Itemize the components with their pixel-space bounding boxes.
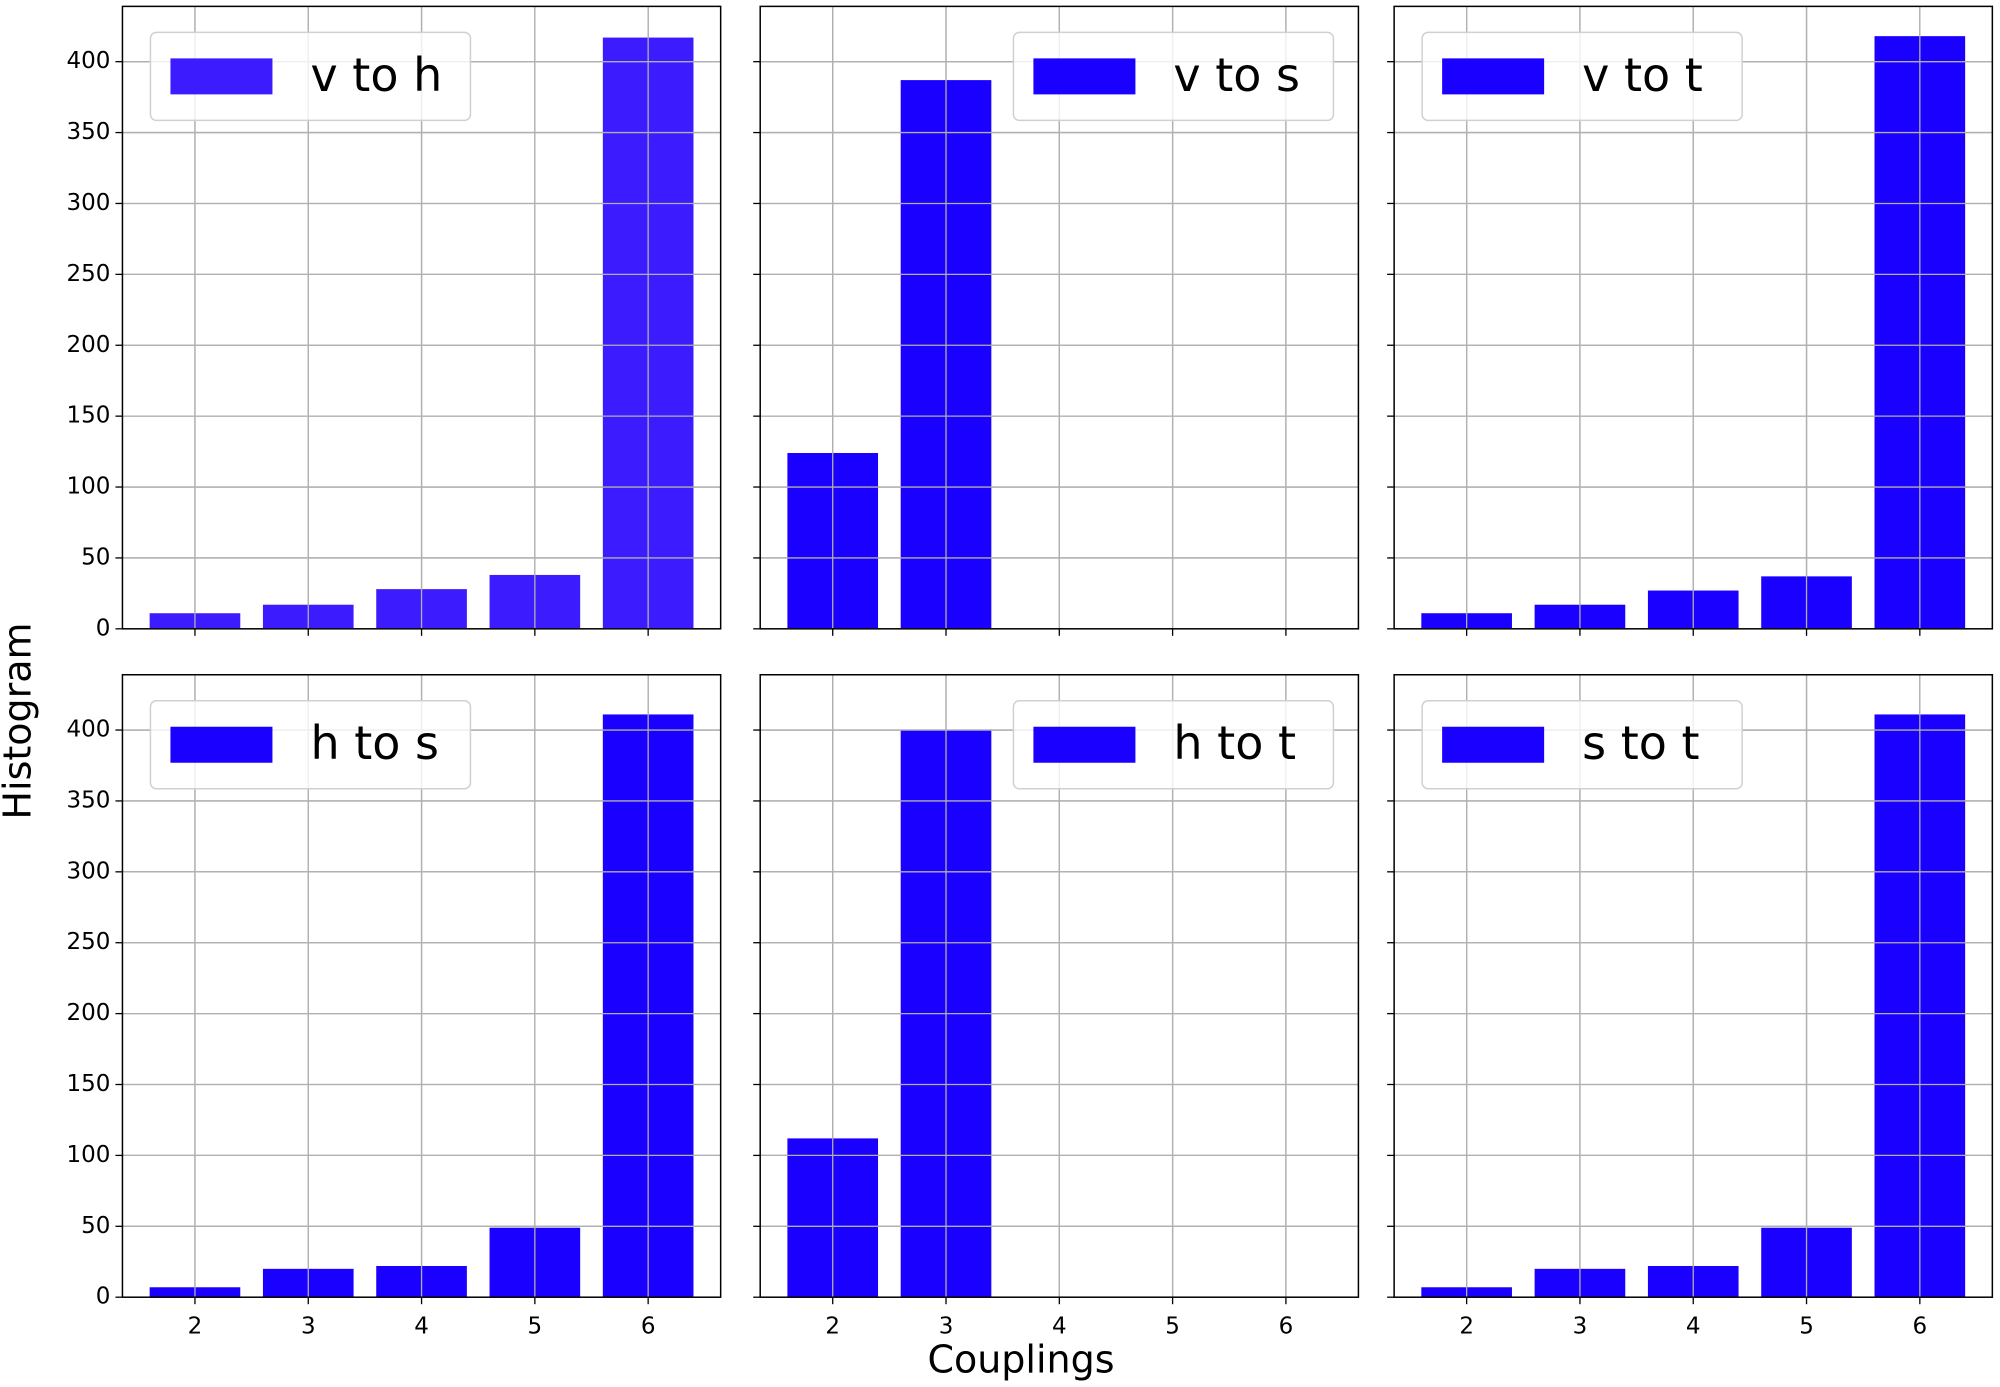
y-tick-label: 300: [67, 190, 111, 216]
legend-label: v to h: [310, 48, 442, 102]
y-tick-label: 400: [67, 48, 111, 74]
legend-label: v to s: [1173, 48, 1300, 102]
axes-frame: [759, 5, 1360, 630]
y-tick-label: 400: [67, 717, 111, 743]
y-tick-label: 200: [67, 332, 111, 358]
x-tick-label: 4: [414, 1314, 429, 1340]
legend-patch: [1442, 58, 1545, 95]
legend-label: s to t: [1582, 716, 1699, 770]
legend-box: [1421, 31, 1743, 122]
x-tick-label: 5: [1799, 1314, 1814, 1340]
legend-box: [1421, 699, 1743, 790]
x-axis-label: Couplings: [927, 1338, 1114, 1382]
y-tick-label: 150: [67, 403, 111, 429]
legend-patch: [1442, 726, 1545, 763]
axes-frame: [759, 673, 1360, 1298]
legend-box: [149, 31, 472, 122]
x-tick-label: 5: [1165, 1314, 1180, 1340]
x-tick-label: 4: [1686, 1314, 1701, 1340]
legend-box: [149, 699, 472, 790]
legend-patch: [170, 726, 273, 763]
axes-frame: [121, 673, 722, 1298]
y-tick-label: 0: [96, 615, 111, 641]
y-tick-label: 50: [81, 1213, 110, 1239]
y-tick-label: 350: [67, 119, 111, 145]
x-tick-label: 2: [188, 1314, 203, 1340]
x-tick-label: 6: [641, 1314, 656, 1340]
legend-box: [1012, 31, 1335, 122]
x-tick-label: 2: [825, 1314, 840, 1340]
y-tick-label: 100: [67, 474, 111, 500]
legend-label: h to t: [1173, 716, 1296, 770]
y-axis-label: Histogram: [0, 622, 40, 819]
x-tick-label: 3: [1573, 1314, 1588, 1340]
x-tick-label: 3: [939, 1314, 954, 1340]
legend-patch: [1033, 726, 1136, 763]
axes-frame: [1393, 5, 1994, 630]
legend-label: v to t: [1582, 48, 1703, 102]
y-tick-label: 300: [67, 858, 111, 884]
x-tick-label: 2: [1459, 1314, 1474, 1340]
x-tick-label: 6: [1279, 1314, 1294, 1340]
y-tick-label: 50: [81, 544, 110, 570]
y-tick-label: 150: [67, 1071, 111, 1097]
axes-frame: [1393, 673, 1994, 1298]
y-tick-label: 350: [67, 787, 111, 813]
legend-label: h to s: [310, 716, 439, 770]
y-tick-label: 100: [67, 1142, 111, 1168]
legend-patch: [1033, 58, 1136, 95]
y-tick-label: 200: [67, 1000, 111, 1026]
x-tick-label: 6: [1913, 1314, 1928, 1340]
y-tick-label: 0: [96, 1284, 111, 1310]
axes-frame: [121, 5, 722, 630]
legend-patch: [170, 58, 273, 95]
legend-box: [1012, 699, 1335, 790]
x-tick-label: 4: [1052, 1314, 1067, 1340]
x-tick-label: 5: [528, 1314, 543, 1340]
y-tick-label: 250: [67, 929, 111, 955]
x-tick-label: 3: [301, 1314, 316, 1340]
y-tick-label: 250: [67, 261, 111, 287]
